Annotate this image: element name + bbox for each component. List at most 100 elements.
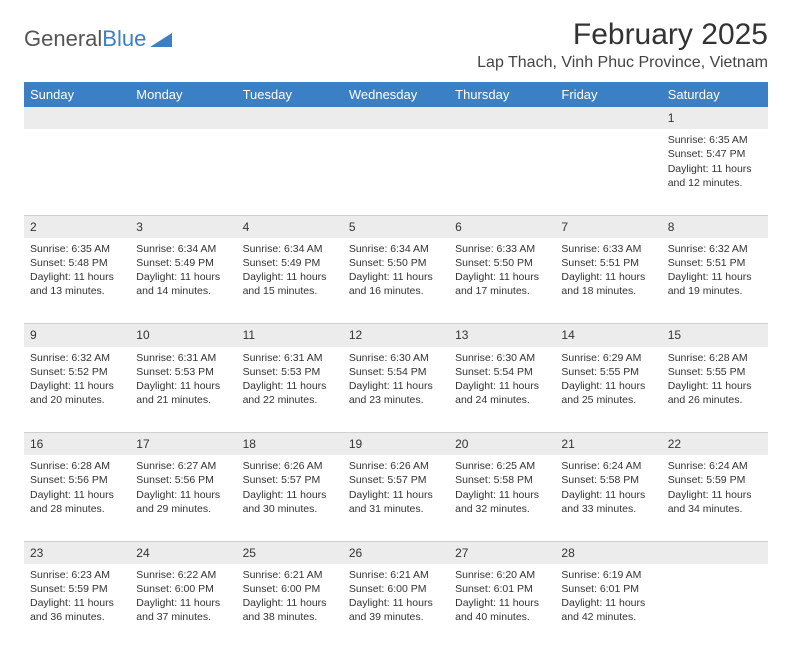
sunset-text: Sunset: 5:55 PM [561,365,655,379]
sunset-text: Sunset: 5:53 PM [136,365,230,379]
day-number-cell: 25 [237,541,343,564]
day-header: Sunday [24,82,130,107]
title-block: February 2025 Lap Thach, Vinh Phuc Provi… [477,18,768,72]
sunrise-text: Sunrise: 6:21 AM [243,568,337,582]
sunset-text: Sunset: 5:51 PM [668,256,762,270]
sunrise-text: Sunrise: 6:30 AM [455,351,549,365]
day-number-row: 232425262728 [24,541,768,564]
day-content-row: Sunrise: 6:35 AMSunset: 5:47 PMDaylight:… [24,129,768,215]
sunrise-text: Sunrise: 6:32 AM [30,351,124,365]
day-content-cell [343,129,449,215]
day-content-cell: Sunrise: 6:28 AMSunset: 5:56 PMDaylight:… [24,455,130,541]
daylight-text: Daylight: 11 hours and 32 minutes. [455,488,549,516]
day-number-cell: 26 [343,541,449,564]
sunset-text: Sunset: 5:58 PM [455,473,549,487]
day-content-row: Sunrise: 6:32 AMSunset: 5:52 PMDaylight:… [24,347,768,433]
day-number-cell: 23 [24,541,130,564]
sunrise-text: Sunrise: 6:28 AM [668,351,762,365]
day-content-cell: Sunrise: 6:35 AMSunset: 5:47 PMDaylight:… [662,129,768,215]
day-number-cell: 1 [662,107,768,129]
daylight-text: Daylight: 11 hours and 25 minutes. [561,379,655,407]
day-content-cell: Sunrise: 6:34 AMSunset: 5:50 PMDaylight:… [343,238,449,324]
day-content-cell: Sunrise: 6:32 AMSunset: 5:51 PMDaylight:… [662,238,768,324]
daylight-text: Daylight: 11 hours and 36 minutes. [30,596,124,624]
day-number-cell: 22 [662,433,768,456]
sunrise-text: Sunrise: 6:24 AM [668,459,762,473]
daylight-text: Daylight: 11 hours and 31 minutes. [349,488,443,516]
daylight-text: Daylight: 11 hours and 18 minutes. [561,270,655,298]
day-content-cell: Sunrise: 6:28 AMSunset: 5:55 PMDaylight:… [662,347,768,433]
logo: GeneralBlue [24,18,172,52]
sunset-text: Sunset: 5:57 PM [349,473,443,487]
sunset-text: Sunset: 5:59 PM [30,582,124,596]
daylight-text: Daylight: 11 hours and 13 minutes. [30,270,124,298]
day-number-cell: 7 [555,215,661,238]
daylight-text: Daylight: 11 hours and 34 minutes. [668,488,762,516]
day-number-cell: 17 [130,433,236,456]
day-content-cell [130,129,236,215]
day-header: Wednesday [343,82,449,107]
sunset-text: Sunset: 6:01 PM [561,582,655,596]
day-header: Tuesday [237,82,343,107]
day-content-cell: Sunrise: 6:23 AMSunset: 5:59 PMDaylight:… [24,564,130,650]
day-number-row: 1 [24,107,768,129]
sunset-text: Sunset: 5:50 PM [349,256,443,270]
logo-text-1: General [24,26,102,52]
daylight-text: Daylight: 11 hours and 12 minutes. [668,162,762,190]
day-content-row: Sunrise: 6:35 AMSunset: 5:48 PMDaylight:… [24,238,768,324]
sunset-text: Sunset: 5:55 PM [668,365,762,379]
daylight-text: Daylight: 11 hours and 40 minutes. [455,596,549,624]
sunrise-text: Sunrise: 6:27 AM [136,459,230,473]
day-number-cell: 28 [555,541,661,564]
day-content-cell: Sunrise: 6:24 AMSunset: 5:59 PMDaylight:… [662,455,768,541]
day-content-cell: Sunrise: 6:35 AMSunset: 5:48 PMDaylight:… [24,238,130,324]
daylight-text: Daylight: 11 hours and 33 minutes. [561,488,655,516]
day-number-cell: 2 [24,215,130,238]
day-header: Thursday [449,82,555,107]
daylight-text: Daylight: 11 hours and 28 minutes. [30,488,124,516]
day-content-cell: Sunrise: 6:30 AMSunset: 5:54 PMDaylight:… [343,347,449,433]
sunrise-text: Sunrise: 6:30 AM [349,351,443,365]
sunrise-text: Sunrise: 6:34 AM [243,242,337,256]
day-content-cell: Sunrise: 6:33 AMSunset: 5:51 PMDaylight:… [555,238,661,324]
day-number-cell: 10 [130,324,236,347]
month-title: February 2025 [477,18,768,52]
day-content-cell [24,129,130,215]
day-number-cell: 4 [237,215,343,238]
day-content-row: Sunrise: 6:28 AMSunset: 5:56 PMDaylight:… [24,455,768,541]
day-content-cell [449,129,555,215]
daylight-text: Daylight: 11 hours and 39 minutes. [349,596,443,624]
sunrise-text: Sunrise: 6:33 AM [455,242,549,256]
day-header: Saturday [662,82,768,107]
day-content-cell [555,129,661,215]
day-header: Friday [555,82,661,107]
sunrise-text: Sunrise: 6:20 AM [455,568,549,582]
daylight-text: Daylight: 11 hours and 17 minutes. [455,270,549,298]
day-content-row: Sunrise: 6:23 AMSunset: 5:59 PMDaylight:… [24,564,768,650]
day-number-cell: 3 [130,215,236,238]
sunset-text: Sunset: 5:59 PM [668,473,762,487]
day-content-cell: Sunrise: 6:30 AMSunset: 5:54 PMDaylight:… [449,347,555,433]
sunrise-text: Sunrise: 6:22 AM [136,568,230,582]
day-content-cell: Sunrise: 6:26 AMSunset: 5:57 PMDaylight:… [237,455,343,541]
sunrise-text: Sunrise: 6:32 AM [668,242,762,256]
day-number-row: 16171819202122 [24,433,768,456]
day-number-cell: 15 [662,324,768,347]
day-content-cell: Sunrise: 6:26 AMSunset: 5:57 PMDaylight:… [343,455,449,541]
sunrise-text: Sunrise: 6:21 AM [349,568,443,582]
daylight-text: Daylight: 11 hours and 29 minutes. [136,488,230,516]
day-number-cell: 13 [449,324,555,347]
day-number-cell [343,107,449,129]
day-number-cell: 18 [237,433,343,456]
header: GeneralBlue February 2025 Lap Thach, Vin… [24,18,768,72]
day-content-cell: Sunrise: 6:29 AMSunset: 5:55 PMDaylight:… [555,347,661,433]
daylight-text: Daylight: 11 hours and 30 minutes. [243,488,337,516]
day-number-cell: 24 [130,541,236,564]
sunrise-text: Sunrise: 6:23 AM [30,568,124,582]
daylight-text: Daylight: 11 hours and 24 minutes. [455,379,549,407]
day-number-cell: 12 [343,324,449,347]
day-number-cell: 6 [449,215,555,238]
daylight-text: Daylight: 11 hours and 23 minutes. [349,379,443,407]
sunset-text: Sunset: 5:53 PM [243,365,337,379]
day-content-cell: Sunrise: 6:22 AMSunset: 6:00 PMDaylight:… [130,564,236,650]
